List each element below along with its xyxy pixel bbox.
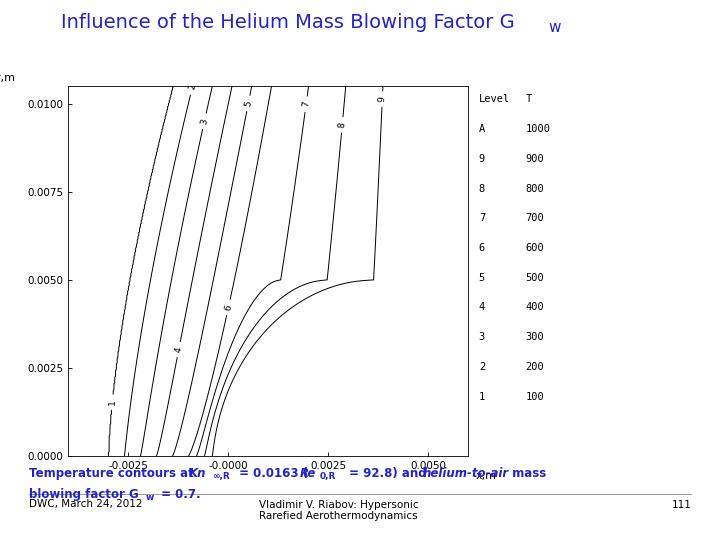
Text: 111: 111 (671, 500, 691, 510)
Text: T: T (526, 94, 532, 105)
Text: 1: 1 (108, 399, 117, 405)
Text: 700: 700 (526, 213, 544, 224)
Text: 1000: 1000 (526, 124, 551, 134)
Text: Re: Re (300, 467, 317, 480)
Text: = 92.8) and: = 92.8) and (345, 467, 431, 480)
Text: x,m: x,m (476, 471, 497, 481)
Text: 5: 5 (479, 273, 485, 283)
Text: 100: 100 (526, 392, 544, 402)
Text: 7: 7 (301, 101, 311, 107)
Text: 7: 7 (479, 213, 485, 224)
Text: A: A (479, 124, 485, 134)
Text: 8: 8 (479, 184, 485, 194)
Text: 9: 9 (378, 96, 387, 102)
Text: 6: 6 (223, 303, 233, 311)
Text: blowing factor G: blowing factor G (29, 488, 138, 501)
Text: 9: 9 (479, 154, 485, 164)
Text: 8: 8 (338, 122, 347, 128)
Text: 2: 2 (479, 362, 485, 372)
Text: 300: 300 (526, 332, 544, 342)
Text: mass: mass (508, 467, 546, 480)
Text: r,m: r,m (0, 73, 15, 83)
Text: Influence of the Helium Mass Blowing Factor G: Influence of the Helium Mass Blowing Fac… (61, 14, 515, 32)
Text: 2: 2 (187, 83, 197, 91)
Text: 1: 1 (479, 392, 485, 402)
Text: Level: Level (479, 94, 510, 105)
Text: 600: 600 (526, 243, 544, 253)
Text: 200: 200 (526, 362, 544, 372)
Text: Kn: Kn (189, 467, 206, 480)
Text: ∞,R: ∞,R (212, 472, 230, 482)
Text: 4: 4 (479, 302, 485, 313)
Text: 3: 3 (199, 118, 210, 125)
Text: 5: 5 (243, 100, 253, 107)
Text: helium-to-air: helium-to-air (423, 467, 509, 480)
Text: 800: 800 (526, 184, 544, 194)
Text: = 0.7.: = 0.7. (157, 488, 201, 501)
Text: 500: 500 (526, 273, 544, 283)
Text: 0,R: 0,R (320, 472, 336, 482)
Text: 400: 400 (526, 302, 544, 313)
Text: 6: 6 (479, 243, 485, 253)
Text: Temperature contours at: Temperature contours at (29, 467, 198, 480)
Text: DWC, March 24, 2012: DWC, March 24, 2012 (29, 500, 143, 510)
Text: w: w (146, 493, 155, 502)
Text: 3: 3 (479, 332, 485, 342)
Text: Vladimir V. Riabov: Hypersonic
Rarefied Aerothermodynamics: Vladimir V. Riabov: Hypersonic Rarefied … (258, 500, 418, 521)
Text: w: w (549, 20, 561, 35)
Text: 4: 4 (174, 346, 184, 353)
Text: 900: 900 (526, 154, 544, 164)
Text: = 0.0163 (: = 0.0163 ( (235, 467, 308, 480)
